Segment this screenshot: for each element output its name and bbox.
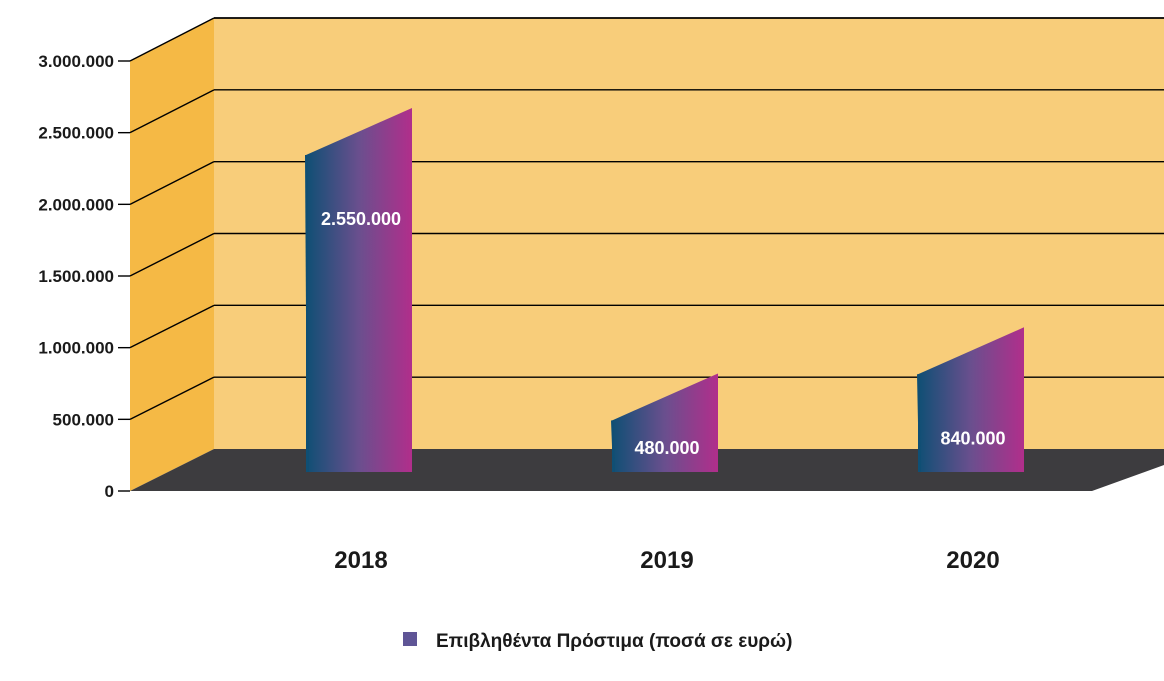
bar-2019: 480.000 (611, 373, 718, 473)
bar (612, 373, 718, 472)
legend-label: Επιβληθέντα Πρόστιμα (ποσά σε ευρώ) (436, 631, 792, 652)
y-tick-label: 0 (105, 482, 114, 501)
bar-edge (611, 420, 615, 473)
x-tick-label: 2019 (640, 547, 693, 574)
gridline-side (129, 17, 215, 62)
gridline-side (129, 161, 215, 205)
bars: 2.550.000 480.000 840.000 (305, 108, 1024, 473)
y-tick-label: 1.000.000 (38, 339, 114, 358)
legend-swatch (403, 632, 417, 646)
bar (306, 108, 412, 473)
bar-edge (305, 155, 309, 473)
x-tick-label: 2020 (946, 547, 999, 574)
data-label: 480.000 (634, 438, 699, 458)
bar (918, 327, 1024, 472)
x-tick-label: 2018 (334, 547, 387, 574)
gridline-side (129, 304, 215, 349)
legend: Επιβληθέντα Πρόστιμα (ποσά σε ευρώ) (403, 631, 792, 652)
y-tick-label: 3.000.000 (38, 52, 114, 71)
data-label: 2.550.000 (321, 209, 401, 229)
gridline-side (129, 376, 215, 420)
gridline-side (129, 89, 215, 134)
bar-edge (917, 374, 921, 473)
y-tick-label: 500.000 (53, 410, 114, 429)
gridline-side (129, 232, 215, 277)
bar-2020: 840.000 (917, 327, 1024, 473)
y-tick-label: 2.500.000 (38, 124, 114, 143)
bar-2018: 2.550.000 (305, 108, 412, 473)
y-axis: 0 500.000 1.000.000 1.500.000 2.000.000 2.500… (38, 52, 130, 501)
data-label: 840.000 (940, 428, 1005, 448)
y-tick-label: 2.000.000 (38, 195, 114, 214)
y-tick-label: 1.500.000 (38, 267, 114, 286)
x-axis: 2018 2019 2020 (334, 547, 999, 574)
